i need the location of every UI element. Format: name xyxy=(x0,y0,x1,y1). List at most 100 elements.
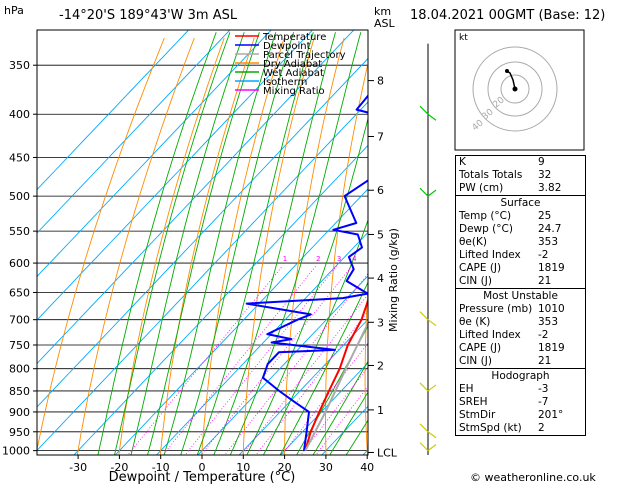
dry-adiabat-line xyxy=(201,37,285,455)
wind-barb-flag xyxy=(419,311,429,321)
surface-row: θe(K) 353 xyxy=(456,236,585,249)
temperature-line xyxy=(304,297,368,451)
hodograph-stat-label: StmDir xyxy=(459,409,496,421)
hodograph: kt 40 30 20 xyxy=(454,29,585,151)
pressure-tick-label: 700 xyxy=(9,314,30,327)
wet-adiabat-line xyxy=(147,32,260,455)
surface-row: CIN (J) 21 xyxy=(456,275,585,288)
isotherm-line xyxy=(197,275,368,455)
surface-row: Temp (°C) 25 xyxy=(456,210,585,223)
altitude-tick-label: 5 xyxy=(377,228,384,241)
most-unstable-row: Lifted Index -2 xyxy=(456,329,585,342)
profile-lines xyxy=(245,94,368,452)
wind-barb xyxy=(427,431,437,439)
legend-label: Isotherm xyxy=(263,77,307,88)
most-unstable-title: Most Unstable xyxy=(483,290,558,302)
isotherm-line xyxy=(37,57,368,408)
isotherm-line xyxy=(37,30,190,191)
most-unstable-label: θe (K) xyxy=(459,316,491,328)
surface-label: Lifted Index xyxy=(459,249,521,261)
most-unstable-row: CIN (J) 21 xyxy=(456,355,585,368)
most-unstable-value: 1010 xyxy=(538,303,565,315)
temp-tick-label: -30 xyxy=(69,461,87,474)
pressure-tick-label: 800 xyxy=(9,363,30,376)
mixing-ratio-line xyxy=(241,293,368,455)
dry-adiabat-line xyxy=(611,38,629,456)
wet-adiabat-line xyxy=(246,116,368,455)
isotherm-line xyxy=(37,30,231,234)
wet-adiabat-line xyxy=(279,281,368,455)
pw-label: PW (cm) xyxy=(459,182,504,194)
pressure-tick-label: 450 xyxy=(9,151,30,164)
mixing-ratio-line xyxy=(184,265,337,455)
wet-adiabat-line xyxy=(180,32,295,455)
hodograph-stat-row: EH -3 xyxy=(456,383,585,396)
hodograph-stat-row: StmSpd (kt) 2 xyxy=(456,422,585,435)
wet-adiabat-line xyxy=(262,218,368,455)
pressure-tick-label: 1000 xyxy=(2,445,30,458)
isotherm-line xyxy=(37,30,355,365)
isotherm-line xyxy=(279,362,368,455)
wet-adiabat-line xyxy=(312,360,368,455)
axes: 3504004505005506006507007508008509009501… xyxy=(2,59,398,474)
hodograph-unit-label: kt xyxy=(459,33,468,43)
surface-label: Dewp (°C) xyxy=(459,223,513,235)
altitude-tick-label: LCL xyxy=(377,446,398,459)
most-unstable-row: Pressure (mb) 1010 xyxy=(456,303,585,316)
pressure-tick-label: 350 xyxy=(9,59,30,72)
mixing-ratio-label: 3 xyxy=(337,255,341,263)
most-unstable-label: Pressure (mb) xyxy=(459,303,533,315)
wet-adiabat-line xyxy=(163,32,277,455)
surface-row: CAPE (J) 1819 xyxy=(456,262,585,275)
pw-row: PW (cm) 3.82 xyxy=(456,182,585,195)
mixing-ratio-label: 15 xyxy=(426,255,435,263)
asl-label: ASL xyxy=(374,17,396,30)
isotherm-line xyxy=(238,318,368,455)
isotherm-line xyxy=(37,30,272,278)
surface-value: 1819 xyxy=(538,262,565,274)
most-unstable-value: 353 xyxy=(538,316,559,328)
pressure-tick-label: 550 xyxy=(9,225,30,238)
hodograph-center-marker xyxy=(512,86,518,92)
mixing-ratio-line xyxy=(200,265,353,455)
wet-adiabat-line xyxy=(113,32,231,455)
dry-adiabat-line xyxy=(37,37,165,452)
pressure-tick-label: 900 xyxy=(9,406,30,419)
temp-tick-label: -20 xyxy=(110,461,128,474)
mixing-ratio-axis-label: Mixing Ratio (g/kg) xyxy=(387,228,400,332)
temp-tick-label: 40 xyxy=(360,461,374,474)
location-title: -14°20'S 189°43'W 3m ASL xyxy=(59,8,238,23)
legend-label: Parcel Trajectory xyxy=(263,50,346,61)
isotherm-line xyxy=(37,101,368,452)
altitude-tick-label: 2 xyxy=(377,359,384,372)
wind-barb xyxy=(427,113,437,121)
surface-label: Temp (°C) xyxy=(459,210,512,222)
most-unstable-row: CAPE (J) 1819 xyxy=(456,342,585,355)
x-axis-label: Dewpoint / Temperature (°C) xyxy=(109,470,296,485)
pw-value: 3.82 xyxy=(538,182,562,194)
mixing-ratio-label: 20 xyxy=(444,255,453,263)
dry-adiabat-line xyxy=(159,37,255,455)
totals-totals-label: Totals Totals xyxy=(459,169,523,181)
wet-adiabat-line xyxy=(296,325,368,455)
altitude-tick-label: 8 xyxy=(377,75,384,88)
most-unstable-value: -2 xyxy=(538,329,549,341)
wet-adiabat-line xyxy=(329,391,368,455)
isotherm-line xyxy=(37,30,314,321)
pressure-tick-label: 400 xyxy=(9,108,30,121)
date-title: 18.04.2021 00GMT (Base: 12) xyxy=(410,8,605,23)
altitude-tick-label: 6 xyxy=(377,184,384,197)
mixing-ratio-label: 6 xyxy=(374,255,379,263)
hodograph-stat-label: SREH xyxy=(459,396,488,408)
dry-adiabat-line xyxy=(242,37,315,455)
legend-label: Dry Adiabat xyxy=(263,59,322,70)
pressure-tick-label: 500 xyxy=(9,190,30,203)
hodograph-stat-value: -7 xyxy=(538,396,549,408)
hodograph-stat-value: 201° xyxy=(538,409,564,421)
totals-totals-value: 32 xyxy=(538,169,552,181)
wet-adiabat-line xyxy=(130,32,245,455)
temp-tick-label: 10 xyxy=(236,461,250,474)
surface-label: CIN (J) xyxy=(459,275,492,287)
wet-adiabat-line xyxy=(229,32,362,455)
hodograph-ring xyxy=(500,74,530,104)
